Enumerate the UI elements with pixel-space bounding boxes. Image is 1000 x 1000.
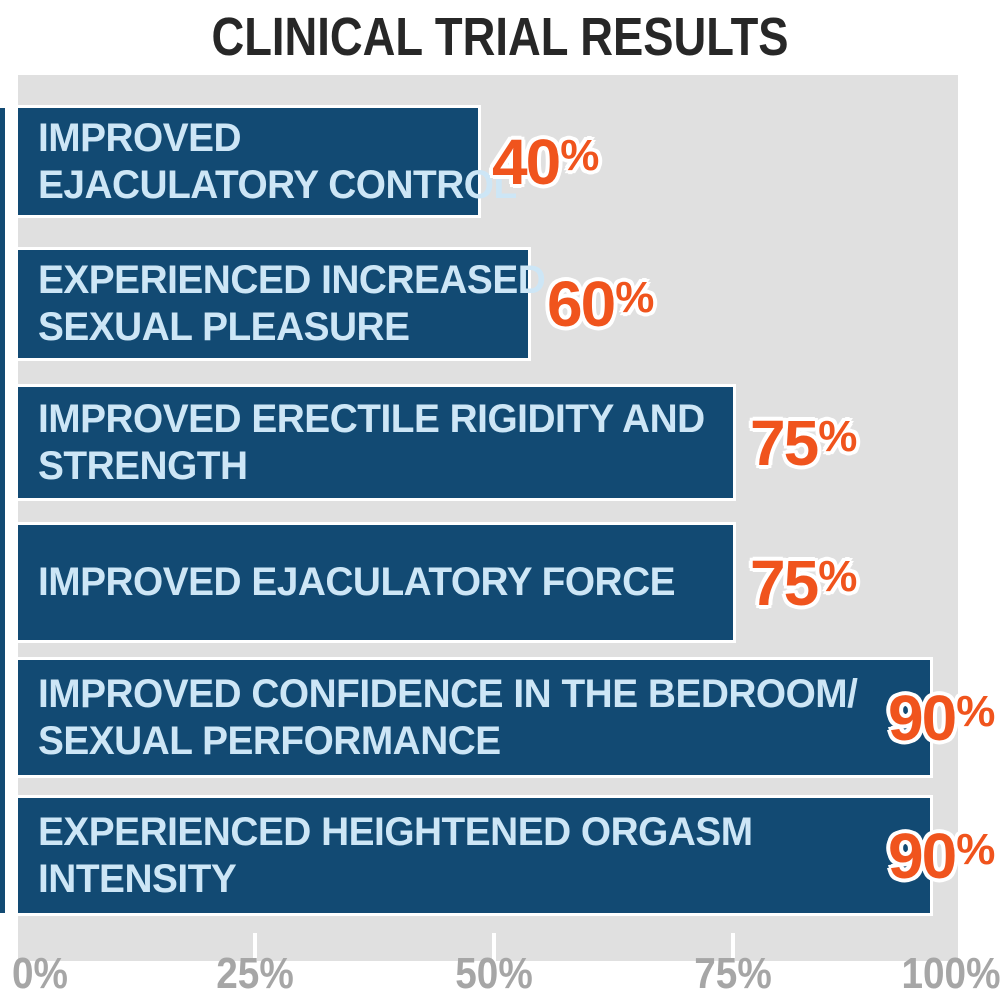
bar-label-line: SEXUAL PERFORMANCE [38,718,501,763]
axis-tick [253,933,257,961]
bar-label-line: EXPERIENCED INCREASED [38,258,546,302]
bar-label-line: IMPROVED [38,115,242,160]
percent-sign: % [956,824,995,874]
axis-tick-label: 100% [901,949,1000,998]
bar-row: IMPROVED CONFIDENCE IN THE BEDROOM/SEXUA… [18,660,930,775]
bar-label-line: EXPERIENCED HEIGHTENED ORGASM [38,809,753,854]
value-digits: 75 [750,546,819,619]
percent-sign: % [818,411,857,461]
bar-label-line: IMPROVED CONFIDENCE IN THE BEDROOM/ [38,671,858,716]
percent-sign: % [956,686,995,736]
value-digits: 90 [888,819,957,892]
bar-value-label: 40% [492,125,599,198]
bar-row: EXPERIENCED INCREASED SEXUAL PLEASURE [18,250,546,358]
value-digits: 40 [492,125,561,198]
value-digits: 75 [750,406,819,479]
bar-row: EXPERIENCED HEIGHTENED ORGASM INTENSITY [18,798,930,913]
left-accent-strip [0,108,5,913]
percent-sign: % [818,551,857,601]
bar-value-label: 90% [888,819,995,892]
percent-sign: % [615,273,654,322]
bar-value-label: 75% [750,406,857,479]
bar-label-line: STRENGTH [38,443,248,488]
axis-tick-label: 25% [216,949,294,998]
bar-row: IMPROVED EJACULATORY FORCE [18,525,733,640]
page-title: CLINICAL TRIAL RESULTS [211,7,789,67]
bar-label-line: SEXUAL PLEASURE [38,305,410,349]
bar-label-line: INTENSITY [38,856,237,901]
bar-row: IMPROVED ERECTILE RIGIDITY AND STRENGTH [18,387,733,498]
bar-value-label: 75% [750,546,857,619]
value-digits: 90 [888,681,957,754]
bar-label-line: IMPROVED ERECTILE RIGIDITY AND [38,396,705,441]
percent-sign: % [560,130,599,180]
axis-tick [492,933,496,961]
bar-label-line: EJACULATORY CONTROL [38,162,517,207]
bar-value-label: 90% [888,681,995,754]
bar-label-line: IMPROVED EJACULATORY FORCE [38,560,676,604]
axis-tick-label: 75% [694,949,772,998]
axis-tick-label: 0% [12,949,68,998]
bar-row: IMPROVED EJACULATORY CONTROL [18,108,517,215]
axis-tick-label: 50% [455,949,533,998]
axis-tick [731,933,735,961]
bar-value-label: 60% [547,268,654,340]
value-digits: 60 [547,268,616,340]
